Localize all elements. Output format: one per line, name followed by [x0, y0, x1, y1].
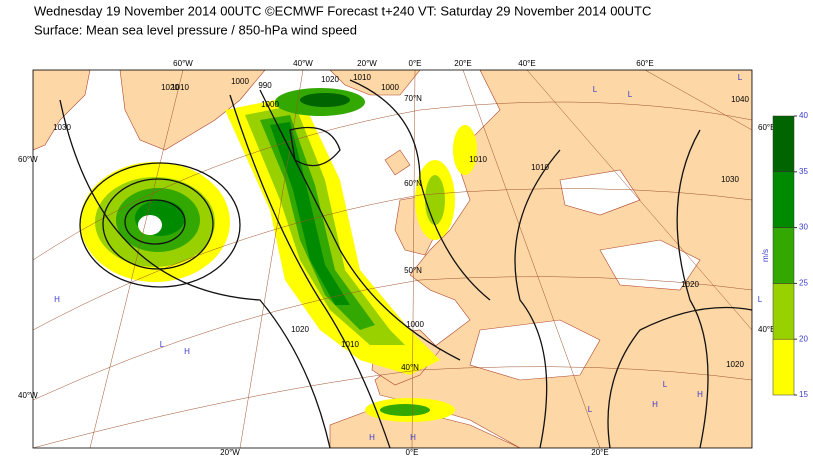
- graticule-label: 60°N: [404, 179, 422, 188]
- graticule-label: 60°E: [758, 123, 775, 132]
- graticule-label: 20°W: [220, 448, 240, 457]
- isobars: [59, 79, 752, 448]
- isobar-label: 1000: [406, 320, 424, 329]
- pressure-centre: H: [184, 347, 190, 356]
- graticule-label: 50°N: [404, 266, 422, 275]
- pressure-centre: H: [54, 295, 60, 304]
- colorbar-tick-label: 25: [799, 279, 808, 288]
- isobar-label: 1040: [731, 95, 749, 104]
- pressure-centre: L: [628, 90, 633, 99]
- graticule-label: 20°W: [357, 59, 377, 68]
- graticule-label: 60°W: [173, 59, 193, 68]
- colorbar-swatch: [772, 338, 795, 396]
- graticule-label: 0°E: [409, 59, 422, 68]
- isobar-label: 990: [258, 81, 272, 90]
- isobar-label: 1010: [531, 163, 549, 172]
- graticule-label: 20°E: [454, 59, 471, 68]
- colorbar-swatch: [772, 283, 795, 340]
- graticule-label: 40°W: [293, 59, 313, 68]
- pressure-centre: H: [410, 433, 416, 442]
- pressure-centre: H: [697, 390, 703, 399]
- colorbar-tick-label: 35: [799, 167, 808, 176]
- colorbar-swatch: [772, 171, 795, 228]
- pressure-centre: H: [652, 400, 658, 409]
- title: Wednesday 19 November 2014 00UTC ©ECMWF …: [34, 3, 651, 18]
- isobar-label: 1030: [721, 175, 739, 184]
- colorbar-swatch: [772, 227, 795, 284]
- isobar-label: 1010: [353, 73, 371, 82]
- graticule-label: 40°N: [401, 363, 419, 372]
- isobar-label: 1030: [53, 123, 71, 132]
- isobar-label: 1020: [726, 360, 744, 369]
- pressure-centre: L: [593, 85, 598, 94]
- colorbar-tick-label: 20: [799, 334, 808, 343]
- isobar-label: 1020: [681, 280, 699, 289]
- colorbar-tick-label: 30: [799, 223, 808, 232]
- graticule-label: 40°E: [758, 325, 775, 334]
- graticule-label: 40°E: [518, 59, 535, 68]
- isobar-label: 1000: [261, 100, 279, 109]
- isobar-label: 1010: [171, 83, 189, 92]
- colorbar-tick-label: 40: [799, 111, 808, 120]
- pressure-centre: L: [588, 405, 593, 414]
- isobar-label: 1020: [291, 325, 309, 334]
- colorbar-unit: m/s: [761, 249, 770, 262]
- graticule-label: 60°E: [636, 59, 653, 68]
- isobar-label: 1010: [469, 155, 487, 164]
- isobar-label: 1020: [161, 83, 179, 92]
- pressure-centre: L: [738, 73, 743, 82]
- seas: [469, 169, 701, 381]
- pressure-centre: L: [663, 380, 668, 389]
- isobar-label: 1010: [341, 340, 359, 349]
- graticule-label: 0°E: [406, 448, 419, 457]
- graticule-label: 40°W: [18, 391, 38, 400]
- graticule-label: 70°N: [404, 94, 422, 103]
- graticule: [33, 70, 752, 448]
- isobar-label: 1020: [321, 75, 339, 84]
- graticule-label: 20°E: [591, 448, 608, 457]
- pressure-centre: L: [758, 295, 763, 304]
- pressure-centre: H: [369, 433, 375, 442]
- colorbar-tick-label: 15: [799, 390, 808, 399]
- isobar-label: 1000: [231, 77, 249, 86]
- isobar-label: 1000: [381, 83, 399, 92]
- map-frame: [32, 69, 753, 449]
- colorbar-swatch: [772, 115, 795, 173]
- subtitle: Surface: Mean sea level pressure / 850-h…: [34, 22, 357, 37]
- graticule-label: 60°W: [18, 155, 38, 164]
- map: [33, 70, 752, 448]
- pressure-centre: L: [160, 340, 165, 349]
